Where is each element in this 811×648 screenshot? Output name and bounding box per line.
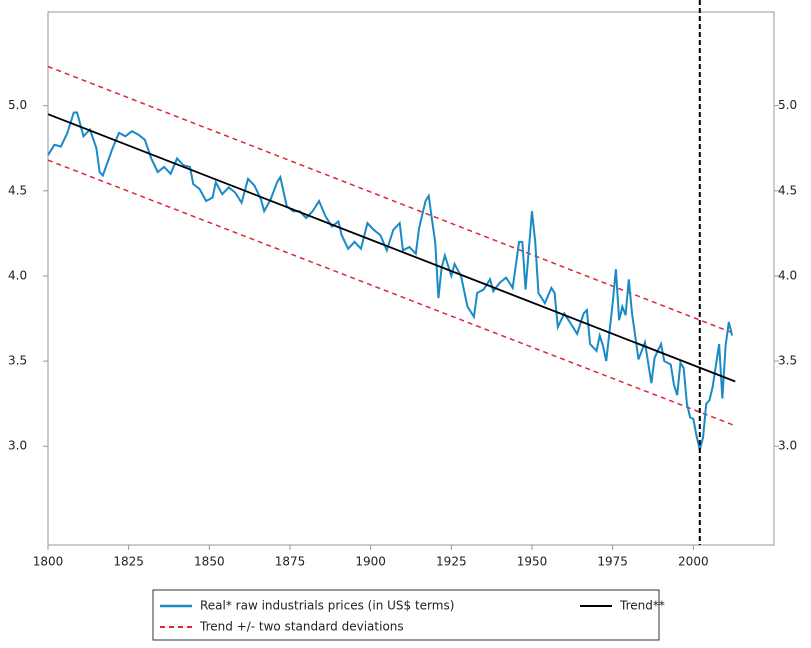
x-tick-label: 1975	[597, 555, 628, 569]
y-tick-label: 5.0	[8, 98, 27, 112]
x-tick-label: 1800	[33, 555, 64, 569]
price-line	[47, 111, 734, 450]
y-tick-label: 3.0	[8, 439, 27, 453]
y-tick-label: 4.5	[8, 183, 27, 197]
legend-label: Trend +/- two standard deviations	[199, 620, 404, 634]
y2-tick-label: 3.0	[778, 439, 797, 453]
y2-tick-label: 4.0	[778, 268, 797, 282]
legend-label: Trend**	[619, 599, 665, 613]
y-tick-label: 4.0	[8, 268, 27, 282]
band-lower	[47, 159, 736, 427]
x-tick-label: 1875	[275, 555, 306, 569]
x-tick-label: 1925	[436, 555, 467, 569]
legend-label: Real* raw industrials prices (in US$ ter…	[200, 599, 454, 613]
x-tick-label: 1825	[113, 555, 144, 569]
x-tick-label: 1900	[355, 555, 386, 569]
x-tick-label: 2000	[678, 555, 709, 569]
band-upper	[47, 65, 736, 335]
plot-frame	[47, 11, 775, 546]
y2-tick-label: 3.5	[778, 354, 797, 368]
y2-tick-label: 4.5	[778, 183, 797, 197]
trend-line	[47, 113, 736, 383]
legend-box	[152, 589, 660, 641]
x-tick-label: 1850	[194, 555, 225, 569]
x-tick-label: 1950	[517, 555, 548, 569]
y2-tick-label: 5.0	[778, 98, 797, 112]
y-tick-label: 3.5	[8, 354, 27, 368]
